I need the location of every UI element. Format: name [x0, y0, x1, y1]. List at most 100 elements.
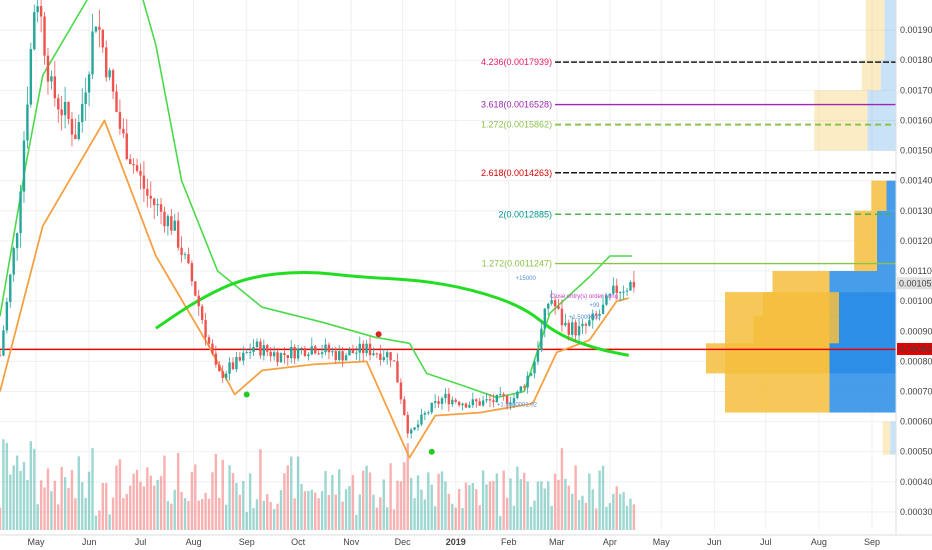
volume-bar: [91, 448, 94, 530]
volume-bar: [283, 473, 286, 530]
candle-body: [180, 247, 183, 256]
candle-body: [457, 401, 461, 406]
volume-bar: [615, 486, 618, 530]
x-tick-label: Aug: [186, 537, 202, 547]
volume-bar: [135, 469, 139, 530]
candle-body: [262, 345, 266, 356]
volume-bar: [338, 469, 341, 530]
volume-bar: [454, 507, 457, 530]
volume-profile-down: [880, 60, 896, 91]
candle-body: [519, 386, 523, 392]
signal-marker: [243, 391, 250, 398]
volume-bar: [492, 481, 495, 530]
candle-body: [19, 191, 22, 234]
volume-profile-up: [854, 210, 877, 272]
volume-bar: [190, 471, 194, 530]
volume-bar: [307, 490, 310, 530]
volume-bar: [478, 505, 481, 530]
volume-bar: [53, 480, 57, 530]
volume-bar: [152, 485, 156, 530]
indicator-lines: [0, 0, 633, 459]
grid: [0, 0, 896, 530]
volume-bar: [598, 470, 601, 530]
candle-body: [540, 328, 543, 350]
volume-bar: [591, 489, 594, 530]
volume-profile-down: [877, 210, 896, 272]
candle-body: [149, 195, 152, 199]
x-tick-label: Aug: [811, 537, 827, 547]
volume-bar: [74, 498, 77, 530]
candle-body: [5, 301, 9, 331]
candle-body: [91, 31, 94, 75]
volume-profile-down: [829, 271, 896, 293]
y-tick-label: 0.0003000: [900, 507, 932, 517]
volume-bar: [523, 472, 526, 530]
candle-body: [166, 216, 170, 227]
volume-bar: [98, 510, 101, 530]
candle-body: [533, 361, 536, 374]
candle-body: [509, 402, 512, 404]
volume-bar: [207, 498, 211, 530]
volume-bar: [540, 481, 543, 530]
candle-body: [118, 112, 122, 129]
volume-bar: [348, 486, 351, 530]
volume-bar: [365, 465, 368, 530]
volume-bar: [266, 494, 269, 530]
volume-bar: [19, 470, 22, 530]
candle-body: [396, 361, 399, 383]
volume-bar: [571, 493, 574, 530]
candle-body: [512, 398, 516, 403]
candle-body: [286, 354, 290, 359]
candle-body: [324, 344, 327, 353]
volume-bar: [286, 465, 290, 530]
candle-body: [176, 220, 180, 248]
volume-bar: [516, 466, 519, 530]
volume-bar: [166, 501, 170, 530]
candle-body: [471, 399, 475, 406]
volume-profile-down: [839, 292, 896, 317]
volume-profile-up: [763, 292, 839, 317]
candle-body: [235, 357, 238, 370]
trailing-line: [0, 119, 629, 459]
volume-bar: [612, 493, 615, 530]
volume-bar: [389, 463, 392, 530]
volume-bar: [468, 485, 471, 530]
candle-body: [122, 128, 125, 134]
volume-bar: [46, 468, 50, 530]
volume-bar: [464, 482, 468, 530]
volume-bar: [622, 492, 625, 530]
volume-bar: [375, 507, 379, 530]
y-tick-label: 0.0005000: [900, 447, 932, 457]
candle-body: [81, 103, 84, 123]
volume-bar: [372, 494, 375, 530]
candle-body: [444, 393, 447, 399]
volume-bar: [409, 477, 413, 530]
volume-bar: [163, 455, 166, 530]
volume-profile-up: [861, 60, 881, 91]
y-tick-label: 0.0009000: [900, 326, 932, 336]
candle-body: [22, 140, 26, 192]
y-tick-label: 0.0007000: [900, 386, 932, 396]
volume-bar: [269, 502, 272, 530]
volume-bar: [170, 503, 173, 530]
volume-bar: [471, 482, 475, 530]
volume-profile-up: [871, 180, 887, 211]
candle-body: [598, 313, 601, 316]
candle-body: [488, 399, 492, 401]
volume-bar: [173, 489, 176, 530]
fib-level-label: 1.272(0.0015862): [481, 120, 552, 130]
chart-annotation: +1.5000001.02: [497, 403, 538, 409]
candle-body: [57, 98, 60, 110]
candle-body: [224, 373, 228, 378]
chart-annotation: Close entry(s) order Long: [550, 294, 618, 300]
candle-body: [351, 349, 355, 354]
volume-bar: [601, 465, 605, 530]
volume-bar: [218, 497, 221, 530]
volume-bar: [122, 498, 125, 530]
x-tick-label: Sep: [239, 537, 255, 547]
x-tick-label: Dec: [395, 537, 412, 547]
volume-bar: [475, 489, 478, 530]
candle-body: [608, 293, 612, 296]
x-tick-label: Jun: [707, 537, 722, 547]
price-tag-label: 0.0008411: [899, 344, 932, 354]
